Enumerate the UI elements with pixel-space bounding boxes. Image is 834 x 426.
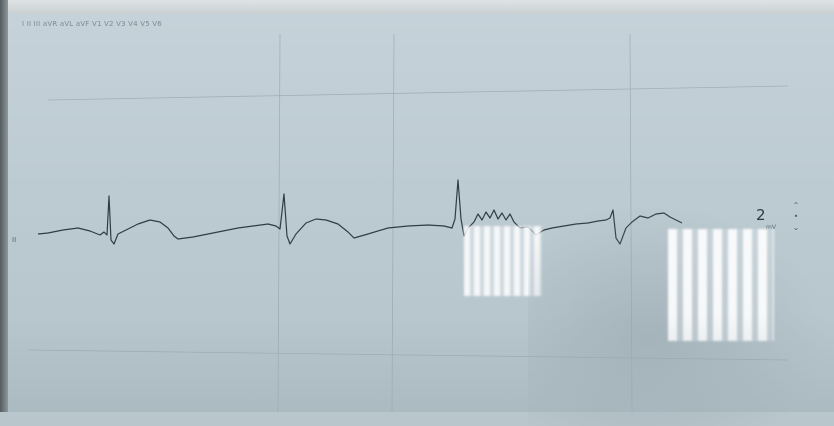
grid-line-v1	[277, 33, 281, 412]
dot-icon: •	[793, 212, 799, 221]
monitor-bezel-left	[0, 0, 8, 412]
lead-label: II	[12, 236, 17, 244]
monitor-bezel-top	[0, 0, 834, 16]
grid-line-bottom	[27, 349, 789, 361]
grid-line-top	[47, 85, 789, 101]
lead-header-text: I II III aVR aVL aVF V1 V2 V3 V4 V5 V6	[22, 20, 162, 28]
chevron-up-icon[interactable]: ⌃	[792, 201, 800, 210]
gain-unit: mV	[766, 224, 776, 231]
ecg-screen: I II III aVR aVL aVF V1 V2 V3 V4 V5 V6 I…	[8, 14, 834, 426]
grid-line-v2	[391, 33, 395, 412]
ecg-trace-area	[27, 33, 789, 412]
trace-scroll-control[interactable]: ⌃ • ⌄	[790, 200, 802, 244]
ecg-waveform	[37, 179, 683, 245]
gain-value: 2	[756, 206, 766, 224]
chevron-down-icon[interactable]: ⌄	[792, 223, 800, 232]
